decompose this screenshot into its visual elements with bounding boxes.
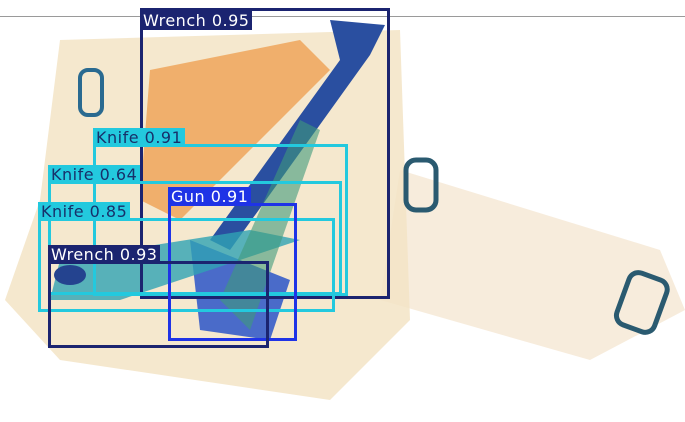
detection-label: Knife 0.64 bbox=[48, 165, 141, 184]
detection-label: Knife 0.91 bbox=[93, 128, 186, 147]
detection-label: Gun 0.91 bbox=[168, 187, 252, 206]
detection-label: Wrench 0.93 bbox=[48, 245, 161, 264]
detection-label: Knife 0.85 bbox=[38, 202, 131, 221]
detection-box-gun: Gun 0.91 bbox=[168, 187, 297, 341]
detection-box-knife: Knife 0.85 bbox=[38, 202, 335, 312]
detection-box-wrench: Wrench 0.95 bbox=[140, 8, 390, 299]
detection-label: Wrench 0.95 bbox=[140, 11, 253, 30]
detection-box-wrench: Wrench 0.93 bbox=[48, 245, 269, 348]
detection-box-knife: Knife 0.64 bbox=[48, 165, 342, 295]
top-border-line bbox=[0, 16, 685, 17]
